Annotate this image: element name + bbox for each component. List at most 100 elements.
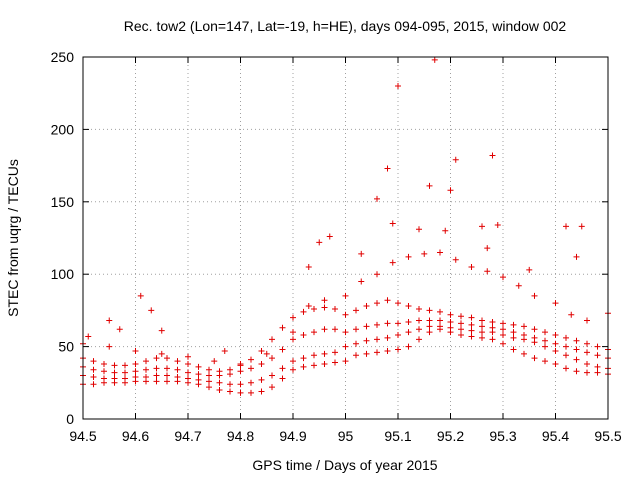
data-point: [342, 329, 349, 336]
data-point: [164, 355, 170, 362]
data-point: [489, 318, 496, 325]
data-point: [542, 329, 548, 336]
data-point: [563, 223, 569, 230]
data-point: [563, 352, 569, 359]
data-point: [174, 366, 181, 373]
data-point: [85, 333, 92, 340]
data-point: [206, 372, 212, 379]
data-point: [584, 369, 590, 376]
data-point: [237, 381, 244, 388]
plot-frame: [82, 56, 609, 420]
data-point: [321, 297, 328, 304]
x-tick-label: 95.1: [384, 428, 411, 444]
data-point: [116, 326, 123, 333]
data-point: [489, 336, 496, 343]
data-point: [405, 343, 412, 350]
data-point: [484, 245, 491, 252]
data-point: [510, 346, 517, 353]
data-point: [248, 365, 254, 372]
data-point: [206, 366, 212, 373]
y-tick-label: 250: [51, 49, 75, 65]
data-point: [216, 387, 223, 394]
data-point: [101, 368, 107, 375]
data-point: [353, 340, 359, 347]
data-point: [468, 333, 475, 340]
data-point: [552, 300, 559, 307]
data-point: [452, 256, 459, 263]
data-point: [216, 379, 223, 386]
data-point: [326, 233, 333, 240]
data-point: [321, 326, 328, 333]
data-point: [563, 365, 569, 372]
data-point: [594, 369, 601, 376]
data-point: [174, 374, 181, 381]
data-point: [279, 365, 286, 372]
data-point: [353, 352, 359, 359]
data-point: [395, 82, 401, 89]
data-point: [158, 327, 165, 334]
data-point: [90, 374, 97, 381]
data-point: [237, 389, 244, 396]
data-point: [195, 371, 202, 378]
data-point: [101, 375, 107, 382]
data-point: [90, 358, 97, 365]
x-axis-label: GPS time / Days of year 2015: [252, 457, 437, 473]
data-point: [447, 187, 454, 194]
data-point: [405, 303, 412, 310]
data-point: [195, 363, 202, 370]
data-point: [300, 355, 307, 362]
data-point: [111, 362, 118, 369]
data-point: [521, 332, 527, 339]
data-point: [426, 323, 433, 330]
y-tick-labels: 0 50 100 150 200 250: [51, 49, 75, 427]
data-point: [363, 350, 370, 357]
data-point: [542, 358, 548, 365]
data-point: [426, 317, 433, 324]
data-point: [248, 379, 254, 386]
data-point: [374, 349, 380, 356]
data-point: [90, 366, 97, 373]
data-point: [416, 226, 422, 233]
data-point: [311, 362, 317, 369]
data-point: [311, 305, 317, 312]
data-point: [374, 271, 380, 278]
data-point: [279, 375, 286, 382]
data-point: [211, 358, 218, 365]
data-point: [290, 314, 296, 321]
data-point: [416, 317, 422, 324]
x-tick-label: 95.5: [594, 428, 621, 444]
data-point: [510, 321, 517, 328]
data-point: [342, 292, 349, 299]
data-point: [300, 363, 307, 370]
data-point: [426, 182, 433, 189]
data-point: [153, 378, 160, 385]
data-point: [437, 308, 443, 315]
data-point: [269, 336, 275, 343]
data-point: [227, 381, 233, 388]
data-point: [321, 350, 328, 357]
data-point: [552, 332, 559, 339]
x-tick-labels: 94.5 94.6 94.7 94.8 94.9 95 95.1 95.2 95.3 95.4 95…: [69, 428, 621, 444]
data-point: [494, 221, 501, 228]
data-point: [479, 329, 485, 336]
data-point: [237, 360, 244, 367]
data-point: [316, 239, 323, 246]
data-point: [552, 340, 559, 347]
data-point: [363, 323, 370, 330]
x-tick-label: 94.7: [174, 428, 201, 444]
data-point: [374, 336, 380, 343]
data-point: [158, 350, 165, 357]
data-point: [132, 374, 139, 381]
x-tick-label: 94.9: [279, 428, 306, 444]
data-point: [122, 362, 128, 369]
data-point: [237, 368, 244, 375]
data-point: [137, 292, 144, 299]
data-point: [111, 369, 118, 376]
data-point: [416, 326, 422, 333]
data-point: [479, 223, 485, 230]
data-point: [452, 156, 459, 163]
data-point: [332, 305, 338, 312]
data-point: [458, 332, 464, 339]
data-point: [531, 334, 538, 341]
data-point: [342, 343, 349, 350]
